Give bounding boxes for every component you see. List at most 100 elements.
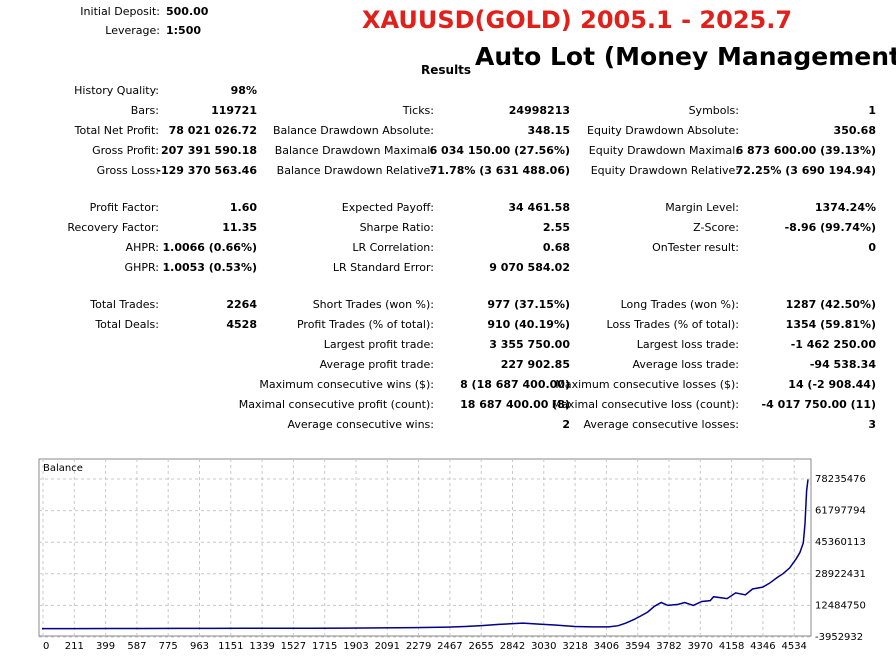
- loss-trades-value: 1354 (59.81%): [785, 318, 876, 331]
- short-trades-value: 977 (37.15%): [487, 298, 570, 311]
- bars-label: Bars:: [130, 104, 159, 117]
- y-tick-label: 45360113: [815, 537, 866, 548]
- x-tick-label: 399: [96, 641, 115, 652]
- maximal-consec-profit-label: Maximal consecutive profit (count):: [238, 398, 434, 411]
- initial-deposit-label: Initial Deposit:: [80, 5, 160, 18]
- avg-consec-wins-label: Average consecutive wins:: [287, 418, 434, 431]
- x-tick-label: 2467: [437, 641, 462, 652]
- x-tick-label: 211: [65, 641, 84, 652]
- balance-dd-abs-value: 348.15: [527, 124, 570, 137]
- ontester-value: 0: [868, 241, 876, 254]
- gross-profit-label: Gross Profit:: [92, 144, 159, 157]
- ahpr-value: 1.0066 (0.66%): [162, 241, 258, 254]
- largest-profit-value: 3 355 750.00: [489, 338, 570, 351]
- symbols-value: 1: [868, 104, 876, 117]
- x-tick-label: 1715: [312, 641, 337, 652]
- x-tick-label: 2842: [500, 641, 525, 652]
- avg-consec-losses-label: Average consecutive losses:: [583, 418, 739, 431]
- x-tick-label: 2279: [406, 641, 431, 652]
- gross-profit-value: 207 391 590.18: [160, 144, 257, 157]
- y-tick-label: 78235476: [815, 474, 866, 485]
- balance-dd-abs-label: Balance Drawdown Absolute:: [272, 124, 434, 137]
- sharpe-ratio-label: Sharpe Ratio:: [359, 221, 434, 234]
- x-tick-label: 3406: [594, 641, 619, 652]
- lr-correlation-label: LR Correlation:: [352, 241, 434, 254]
- average-profit-value: 227 902.85: [500, 358, 570, 371]
- x-tick-label: 3970: [688, 641, 713, 652]
- history-quality-value: 98%: [230, 84, 257, 97]
- equity-dd-abs-label: Equity Drawdown Absolute:: [587, 124, 739, 137]
- long-trades-value: 1287 (42.50%): [785, 298, 876, 311]
- largest-loss-value: -1 462 250.00: [790, 338, 876, 351]
- report-title: XAUUSD(GOLD) 2005.1 - 2025.7: [362, 6, 793, 34]
- average-profit-label: Average profit trade:: [319, 358, 434, 371]
- x-axis-ticks: 0 211 399 587 775 963 1151 1339 1527 1715 1903 2091…: [43, 641, 807, 652]
- equity-dd-max-value: 6 873 600.00 (39.13%): [735, 144, 876, 157]
- total-net-profit-value: 78 021 026.72: [168, 124, 257, 137]
- loss-trades-label: Loss Trades (% of total):: [606, 318, 739, 331]
- margin-level-label: Margin Level:: [665, 201, 739, 214]
- leverage-label: Leverage:: [105, 24, 160, 37]
- balance-dd-rel-label: Balance Drawdown Relative:: [276, 164, 434, 177]
- balance-line: [42, 479, 809, 630]
- max-consec-losses-value: 14 (-2 908.44): [788, 378, 876, 391]
- avg-consec-losses-value: 3: [868, 418, 876, 431]
- y-tick-label: -3952932: [815, 632, 863, 643]
- x-tick-label: 1903: [343, 641, 368, 652]
- balance-dd-max-label: Balance Drawdown Maximal:: [274, 144, 434, 157]
- history-quality-label: History Quality:: [74, 84, 159, 97]
- equity-dd-abs-value: 350.68: [833, 124, 876, 137]
- y-tick-label: 12484750: [815, 600, 866, 611]
- x-tick-label: 1151: [218, 641, 243, 652]
- x-tick-label: 4346: [750, 641, 775, 652]
- max-consec-losses-label: Maximum consecutive losses ($):: [555, 378, 739, 391]
- x-tick-label: 3218: [562, 641, 587, 652]
- z-score-value: -8.96 (99.74%): [784, 221, 876, 234]
- chart-frame: [38, 458, 812, 637]
- max-consec-wins-label: Maximum consecutive wins ($):: [259, 378, 434, 391]
- report-subtitle: Auto Lot (Money Management): [475, 42, 896, 71]
- y-tick-label: 61797794: [815, 506, 866, 517]
- y-axis-ticks: 78235476 61797794 45360113 28922431 12484750…: [815, 474, 866, 643]
- total-deals-label: Total Deals:: [95, 318, 159, 331]
- chart-grid: [39, 459, 811, 638]
- sharpe-ratio-value: 2.55: [542, 221, 570, 234]
- equity-dd-rel-value: 72.25% (3 690 194.94): [735, 164, 876, 177]
- ghpr-label: GHPR:: [124, 261, 159, 274]
- maximal-consec-loss-value: -4 017 750.00 (11): [761, 398, 876, 411]
- lr-correlation-value: 0.68: [542, 241, 570, 254]
- total-trades-label: Total Trades:: [90, 298, 159, 311]
- ghpr-value: 1.0053 (0.53%): [162, 261, 258, 274]
- total-trades-value: 2264: [226, 298, 257, 311]
- total-net-profit-label: Total Net Profit:: [74, 124, 159, 137]
- ticks-value: 24998213: [508, 104, 570, 117]
- x-tick-label: 2655: [468, 641, 493, 652]
- x-tick-label: 3030: [531, 641, 556, 652]
- ontester-label: OnTester result:: [652, 241, 739, 254]
- balance-dd-max-value: 6 034 150.00 (27.56%): [429, 144, 570, 157]
- average-loss-value: -94 538.34: [809, 358, 876, 371]
- recovery-factor-label: Recovery Factor:: [67, 221, 159, 234]
- chart-title: Balance: [43, 463, 83, 474]
- symbols-label: Symbols:: [688, 104, 739, 117]
- max-consec-wins-value: 8 (18 687 400.00): [460, 378, 570, 391]
- x-tick-label: 963: [190, 641, 209, 652]
- short-trades-label: Short Trades (won %):: [312, 298, 434, 311]
- z-score-label: Z-Score:: [693, 221, 739, 234]
- largest-profit-label: Largest profit trade:: [323, 338, 434, 351]
- recovery-factor-value: 11.35: [222, 221, 257, 234]
- x-tick-label: 1527: [281, 641, 306, 652]
- expected-payoff-value: 34 461.58: [508, 201, 570, 214]
- leverage-value: 1:500: [166, 24, 202, 37]
- x-tick-label: 3594: [625, 641, 650, 652]
- x-tick-label: 4534: [781, 641, 806, 652]
- average-loss-label: Average loss trade:: [632, 358, 739, 371]
- equity-dd-rel-label: Equity Drawdown Relative:: [590, 164, 739, 177]
- x-tick-label: 2091: [375, 641, 400, 652]
- ticks-label: Ticks:: [402, 104, 434, 117]
- gross-loss-value: -129 370 563.46: [156, 164, 257, 177]
- profit-trades-label: Profit Trades (% of total):: [296, 318, 434, 331]
- y-tick-label: 28922431: [815, 569, 866, 580]
- largest-loss-label: Largest loss trade:: [636, 338, 739, 351]
- lr-std-error-label: LR Standard Error:: [332, 261, 434, 274]
